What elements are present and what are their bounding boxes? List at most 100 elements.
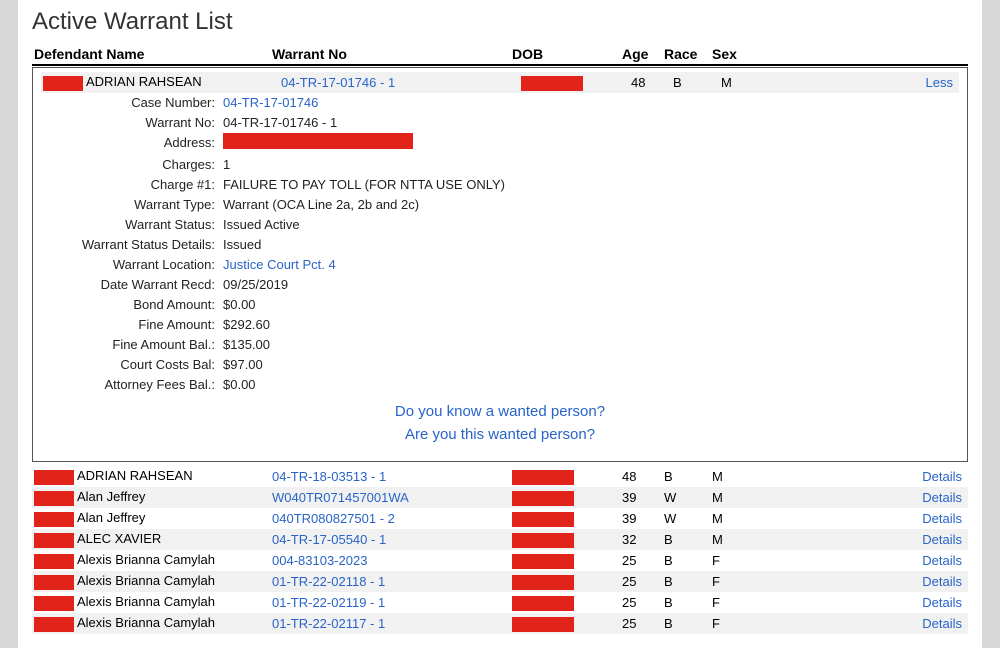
details-link[interactable]: Details <box>922 616 962 631</box>
detail-value: $97.00 <box>223 355 959 375</box>
detail-label: Attorney Fees Bal.: <box>41 375 223 395</box>
defendant-name: Alan Jeffrey <box>77 510 145 525</box>
race-value: B <box>664 553 712 568</box>
details-link[interactable]: Details <box>922 595 962 610</box>
detail-value: 04-TR-17-01746 - 1 <box>223 113 959 133</box>
warrant-link[interactable]: 01-TR-22-02117 - 1 <box>272 616 385 631</box>
detail-label: Case Number: <box>41 93 223 113</box>
redacted-block <box>34 554 74 569</box>
defendant-name: Alexis Brianna Camylah <box>77 552 215 567</box>
warrant-link[interactable]: 04-TR-17-05540 - 1 <box>272 532 386 547</box>
redacted-block <box>512 491 574 506</box>
redacted-block <box>34 617 74 632</box>
col-header-dob: DOB <box>512 46 622 62</box>
less-link[interactable]: Less <box>926 75 953 90</box>
age-value: 32 <box>622 532 664 547</box>
age-value: 25 <box>622 574 664 589</box>
redacted-block <box>34 470 74 485</box>
table-row: Alan Jeffrey 040TR080827501 - 2 39WM Detail… <box>32 508 968 529</box>
table-row-expanded: ADRIAN RAHSEAN 04-TR-17-01746 - 1 48 B M… <box>41 72 959 93</box>
race-value: B <box>664 574 712 589</box>
table-row: ADRIAN RAHSEAN04-TR-18-03513 - 148BMDeta… <box>32 466 968 487</box>
detail-label: Charges: <box>41 155 223 175</box>
sex-value: F <box>712 595 752 610</box>
sex-value: M <box>712 511 752 526</box>
are-you-wanted-link[interactable]: Are you this wanted person? <box>41 426 959 443</box>
race-value: W <box>664 511 712 526</box>
redacted-block <box>43 76 83 91</box>
warrant-link[interactable]: 04-TR-18-03513 - 1 <box>272 469 386 484</box>
warrant-link[interactable]: 01-TR-22-02119 - 1 <box>272 595 385 610</box>
detail-value: $0.00 <box>223 295 959 315</box>
table-row: Alexis Brianna Camylah 01-TR-22-02118 - 1… <box>32 571 968 592</box>
sex-value: M <box>712 532 752 547</box>
redacted-block <box>512 470 574 485</box>
redacted-block <box>512 554 574 569</box>
age-value: 39 <box>622 511 664 526</box>
sex-value: F <box>712 553 752 568</box>
age-value: 25 <box>622 595 664 610</box>
detail-label: Warrant No: <box>41 113 223 133</box>
warrant-link[interactable]: W040TR071457001WA <box>272 490 409 505</box>
expanded-detail-box: ADRIAN RAHSEAN 04-TR-17-01746 - 1 48 B M… <box>32 67 968 462</box>
table-row: Alexis Brianna Camylah004-83103-202325BF… <box>32 550 968 571</box>
detail-value: $292.60 <box>223 315 959 335</box>
defendant-name: ADRIAN RAHSEAN <box>77 468 193 483</box>
warrant-link[interactable]: 04-TR-17-01746 - 1 <box>281 75 395 90</box>
age-value: 48 <box>631 75 673 90</box>
detail-label: Warrant Type: <box>41 195 223 215</box>
race-value: B <box>664 595 712 610</box>
defendant-name: Alexis Brianna Camylah <box>77 594 215 609</box>
col-header-warrant: Warrant No <box>272 46 512 62</box>
race-value: B <box>664 532 712 547</box>
defendant-name: Alexis Brianna Camylah <box>77 573 215 588</box>
race-value: B <box>664 616 712 631</box>
table-row: ALEC XAVIER04-TR-17-05540 - 132BMDetails <box>32 529 968 550</box>
case-number-link[interactable]: 04-TR-17-01746 <box>223 95 318 110</box>
col-header-age: Age <box>622 46 664 62</box>
defendant-name: Alan Jeffrey <box>77 489 145 504</box>
defendant-name: Alexis Brianna Camylah <box>77 615 215 630</box>
table-row: Alan Jeffrey W040TR071457001WA 39WM Details <box>32 487 968 508</box>
details-link[interactable]: Details <box>922 490 962 505</box>
redacted-block <box>34 596 74 611</box>
detail-label: Warrant Status Details: <box>41 235 223 255</box>
detail-label: Bond Amount: <box>41 295 223 315</box>
warrant-location-link[interactable]: Justice Court Pct. 4 <box>223 257 336 272</box>
details-link[interactable]: Details <box>922 574 962 589</box>
col-header-sex: Sex <box>712 46 752 62</box>
detail-value: 09/25/2019 <box>223 275 959 295</box>
redacted-block <box>512 575 574 590</box>
details-link[interactable]: Details <box>922 511 962 526</box>
details-link[interactable]: Details <box>922 532 962 547</box>
detail-label: Warrant Location: <box>41 255 223 275</box>
know-wanted-link[interactable]: Do you know a wanted person? <box>41 403 959 420</box>
details-link[interactable]: Details <box>922 469 962 484</box>
age-value: 39 <box>622 490 664 505</box>
table-header: Defendant Name Warrant No DOB Age Race S… <box>32 46 968 66</box>
race-value: W <box>664 490 712 505</box>
warrant-link[interactable]: 01-TR-22-02118 - 1 <box>272 574 385 589</box>
warrant-link[interactable]: 040TR080827501 - 2 <box>272 511 395 526</box>
race-value: B <box>673 75 721 90</box>
redacted-block <box>512 617 574 632</box>
redacted-block <box>34 491 74 506</box>
warrant-link[interactable]: 004-83103-2023 <box>272 553 367 568</box>
redacted-block <box>34 512 74 527</box>
detail-value: FAILURE TO PAY TOLL (FOR NTTA USE ONLY) <box>223 175 959 195</box>
redacted-block <box>512 596 574 611</box>
redacted-block <box>512 533 574 548</box>
detail-value: 1 <box>223 155 959 175</box>
sex-value: M <box>712 490 752 505</box>
sex-value: F <box>712 574 752 589</box>
detail-value: Issued <box>223 235 959 255</box>
age-value: 25 <box>622 616 664 631</box>
detail-value: $135.00 <box>223 335 959 355</box>
details-link[interactable]: Details <box>922 553 962 568</box>
redacted-block <box>512 512 574 527</box>
col-header-race: Race <box>664 46 712 62</box>
detail-label: Fine Amount Bal.: <box>41 335 223 355</box>
detail-label: Charge #1: <box>41 175 223 195</box>
detail-label: Address: <box>41 133 223 155</box>
redacted-block <box>34 533 74 548</box>
